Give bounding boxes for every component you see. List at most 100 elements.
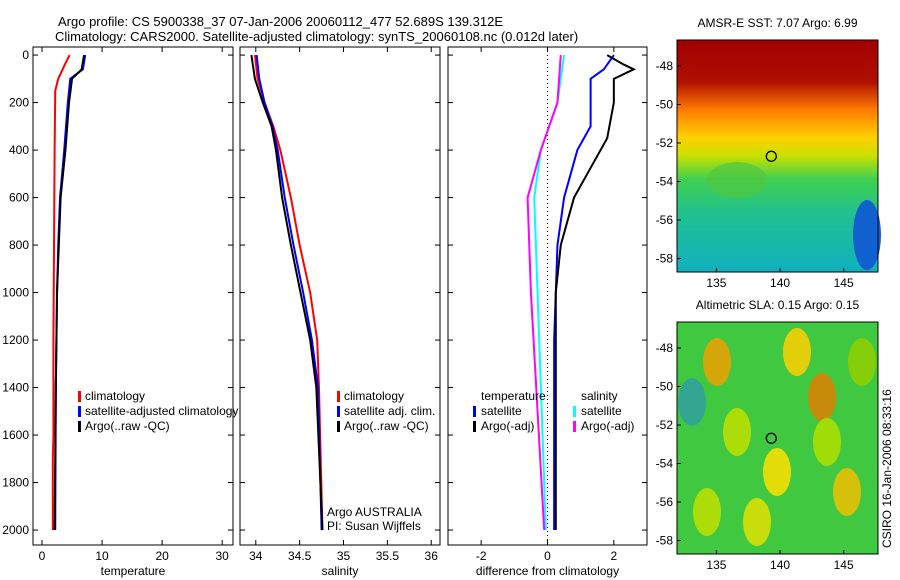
sla-anomaly (678, 378, 706, 426)
annotation: Argo AUSTRALIA (327, 505, 422, 519)
series-climatology (51, 54, 71, 531)
x-tick-label: 10 (95, 549, 109, 563)
sla-anomaly (813, 418, 841, 466)
axes-box (32, 46, 234, 546)
legend-label: Argo(..raw -QC) (344, 419, 429, 433)
x-tick-label: 135 (706, 558, 726, 572)
y-tick-label: -56 (656, 495, 674, 509)
x-tick-label: 36 (425, 549, 439, 563)
x-tick-label: 145 (834, 276, 854, 290)
sst-map: AMSR-E SST: 7.07 Argo: 6.99 135 140 145 -48 -… (656, 16, 881, 290)
side-stamp: CSIRO 16-Jan-2006 08:33:16 (880, 389, 894, 548)
legend-group-title: salinity (581, 389, 618, 403)
legend-label: climatology (85, 389, 145, 403)
legend-group-title: temperature (481, 389, 546, 403)
sst-cold-patch (853, 200, 881, 270)
profile-location-marker (765, 150, 777, 162)
x-tick-label: 0 (39, 549, 46, 563)
sst-field (677, 40, 878, 272)
y-tick-label: -48 (656, 59, 674, 73)
series-salinity-satellite (533, 54, 566, 531)
y-tick-label: -50 (656, 379, 674, 393)
sla-anomaly (808, 373, 836, 421)
legend-swatch (78, 406, 81, 417)
x-tick-label: 145 (834, 558, 854, 572)
series-argo-raw-qc- (53, 54, 86, 531)
x-tick-label: 20 (155, 549, 169, 563)
y-tick-label: -48 (656, 341, 674, 355)
title-line-2: Climatology: CARS2000. Satellite-adjuste… (55, 29, 579, 44)
y-tick-label: 1400 (2, 381, 29, 395)
y-tick-label: -54 (656, 457, 674, 471)
map-frame (676, 39, 879, 273)
x-tick-label: -2 (476, 549, 487, 563)
x-axis-label: difference from climatology (476, 564, 619, 578)
y-tick-label: -58 (656, 534, 674, 548)
x-tick-label: 34 (249, 549, 263, 563)
legend-label: Argo(-adj) (481, 419, 534, 433)
sla-anomaly (693, 488, 721, 536)
x-tick-label: 135 (706, 276, 726, 290)
map-title: AMSR-E SST: 7.07 Argo: 6.99 (697, 16, 857, 30)
legend-swatch (573, 421, 576, 432)
y-tick-label: 1600 (2, 428, 29, 442)
series-satellite-adj-clim- (255, 54, 323, 531)
y-tick-label: 200 (9, 96, 29, 110)
panel-salinity: 34 34.5 35 35.5 36 salinity climatologysatelli… (239, 46, 441, 578)
sla-anomaly (833, 468, 861, 516)
legend-swatch (473, 406, 476, 417)
legend-label: satellite (481, 404, 522, 418)
legend-swatch (473, 421, 476, 432)
legend-label: Argo(-adj) (581, 419, 634, 433)
title-line-1: Argo profile: CS 5900338_37 07-Jan-2006 … (58, 14, 504, 29)
x-tick-label: 140 (770, 558, 790, 572)
legend-label: satellite-adjusted climatology (85, 404, 238, 418)
legend-swatch (337, 391, 340, 402)
y-tick-label: -56 (656, 213, 674, 227)
y-tick-label: -52 (656, 136, 674, 150)
series-temperature-argo-adj- (554, 54, 637, 531)
x-tick-label: 35.5 (376, 549, 400, 563)
legend-label: Argo(..raw -QC) (85, 419, 170, 433)
sla-anomaly (743, 498, 771, 546)
sla-anomaly (848, 338, 876, 386)
y-tick-label: 2000 (2, 523, 29, 537)
sla-anomaly (763, 448, 791, 496)
y-tick-label: 1800 (2, 476, 29, 490)
x-tick-label: 0 (544, 549, 551, 563)
map-title: Altimetric SLA: 0.15 Argo: 0.15 (696, 298, 860, 312)
legend-label: satellite (581, 404, 622, 418)
y-tick-label: -52 (656, 418, 674, 432)
panel-temperature: 0 10 20 30 0 200 400 600 800 1000 1200 1400 1600 1800… (2, 46, 238, 578)
x-tick-label: 35 (337, 549, 351, 563)
y-tick-label: 400 (9, 143, 29, 157)
sla-map: Altimetric SLA: 0.15 Argo: 0.15 135 140 145… (656, 298, 879, 572)
x-tick-label: 140 (770, 276, 790, 290)
y-tick-label: -50 (656, 97, 674, 111)
legend-swatch (337, 406, 340, 417)
profile-location-marker (765, 432, 777, 444)
series-argo-raw-qc- (250, 54, 324, 531)
y-tick-label: 1200 (2, 333, 29, 347)
legend-swatch (78, 391, 81, 402)
sst-patch (707, 162, 767, 198)
legend-label: satellite adj. clim. (344, 404, 435, 418)
legend-label: climatology (344, 389, 404, 403)
y-tick-label: 0 (22, 48, 29, 62)
legend-swatch (78, 421, 81, 432)
legend-swatch (573, 406, 576, 417)
series-salinity-argo-adj- (526, 55, 562, 531)
y-tick-label: 1000 (2, 286, 29, 300)
x-axis-label: salinity (322, 564, 359, 578)
legend-swatch (337, 421, 340, 432)
sla-anomaly (723, 408, 751, 456)
x-tick-label: 30 (216, 549, 230, 563)
y-tick-label: -54 (656, 175, 674, 189)
y-tick-label: 600 (9, 191, 29, 205)
x-tick-label: 2 (610, 549, 617, 563)
annotation: PI: Susan Wijffels (327, 519, 421, 533)
y-tick-label: 800 (9, 238, 29, 252)
